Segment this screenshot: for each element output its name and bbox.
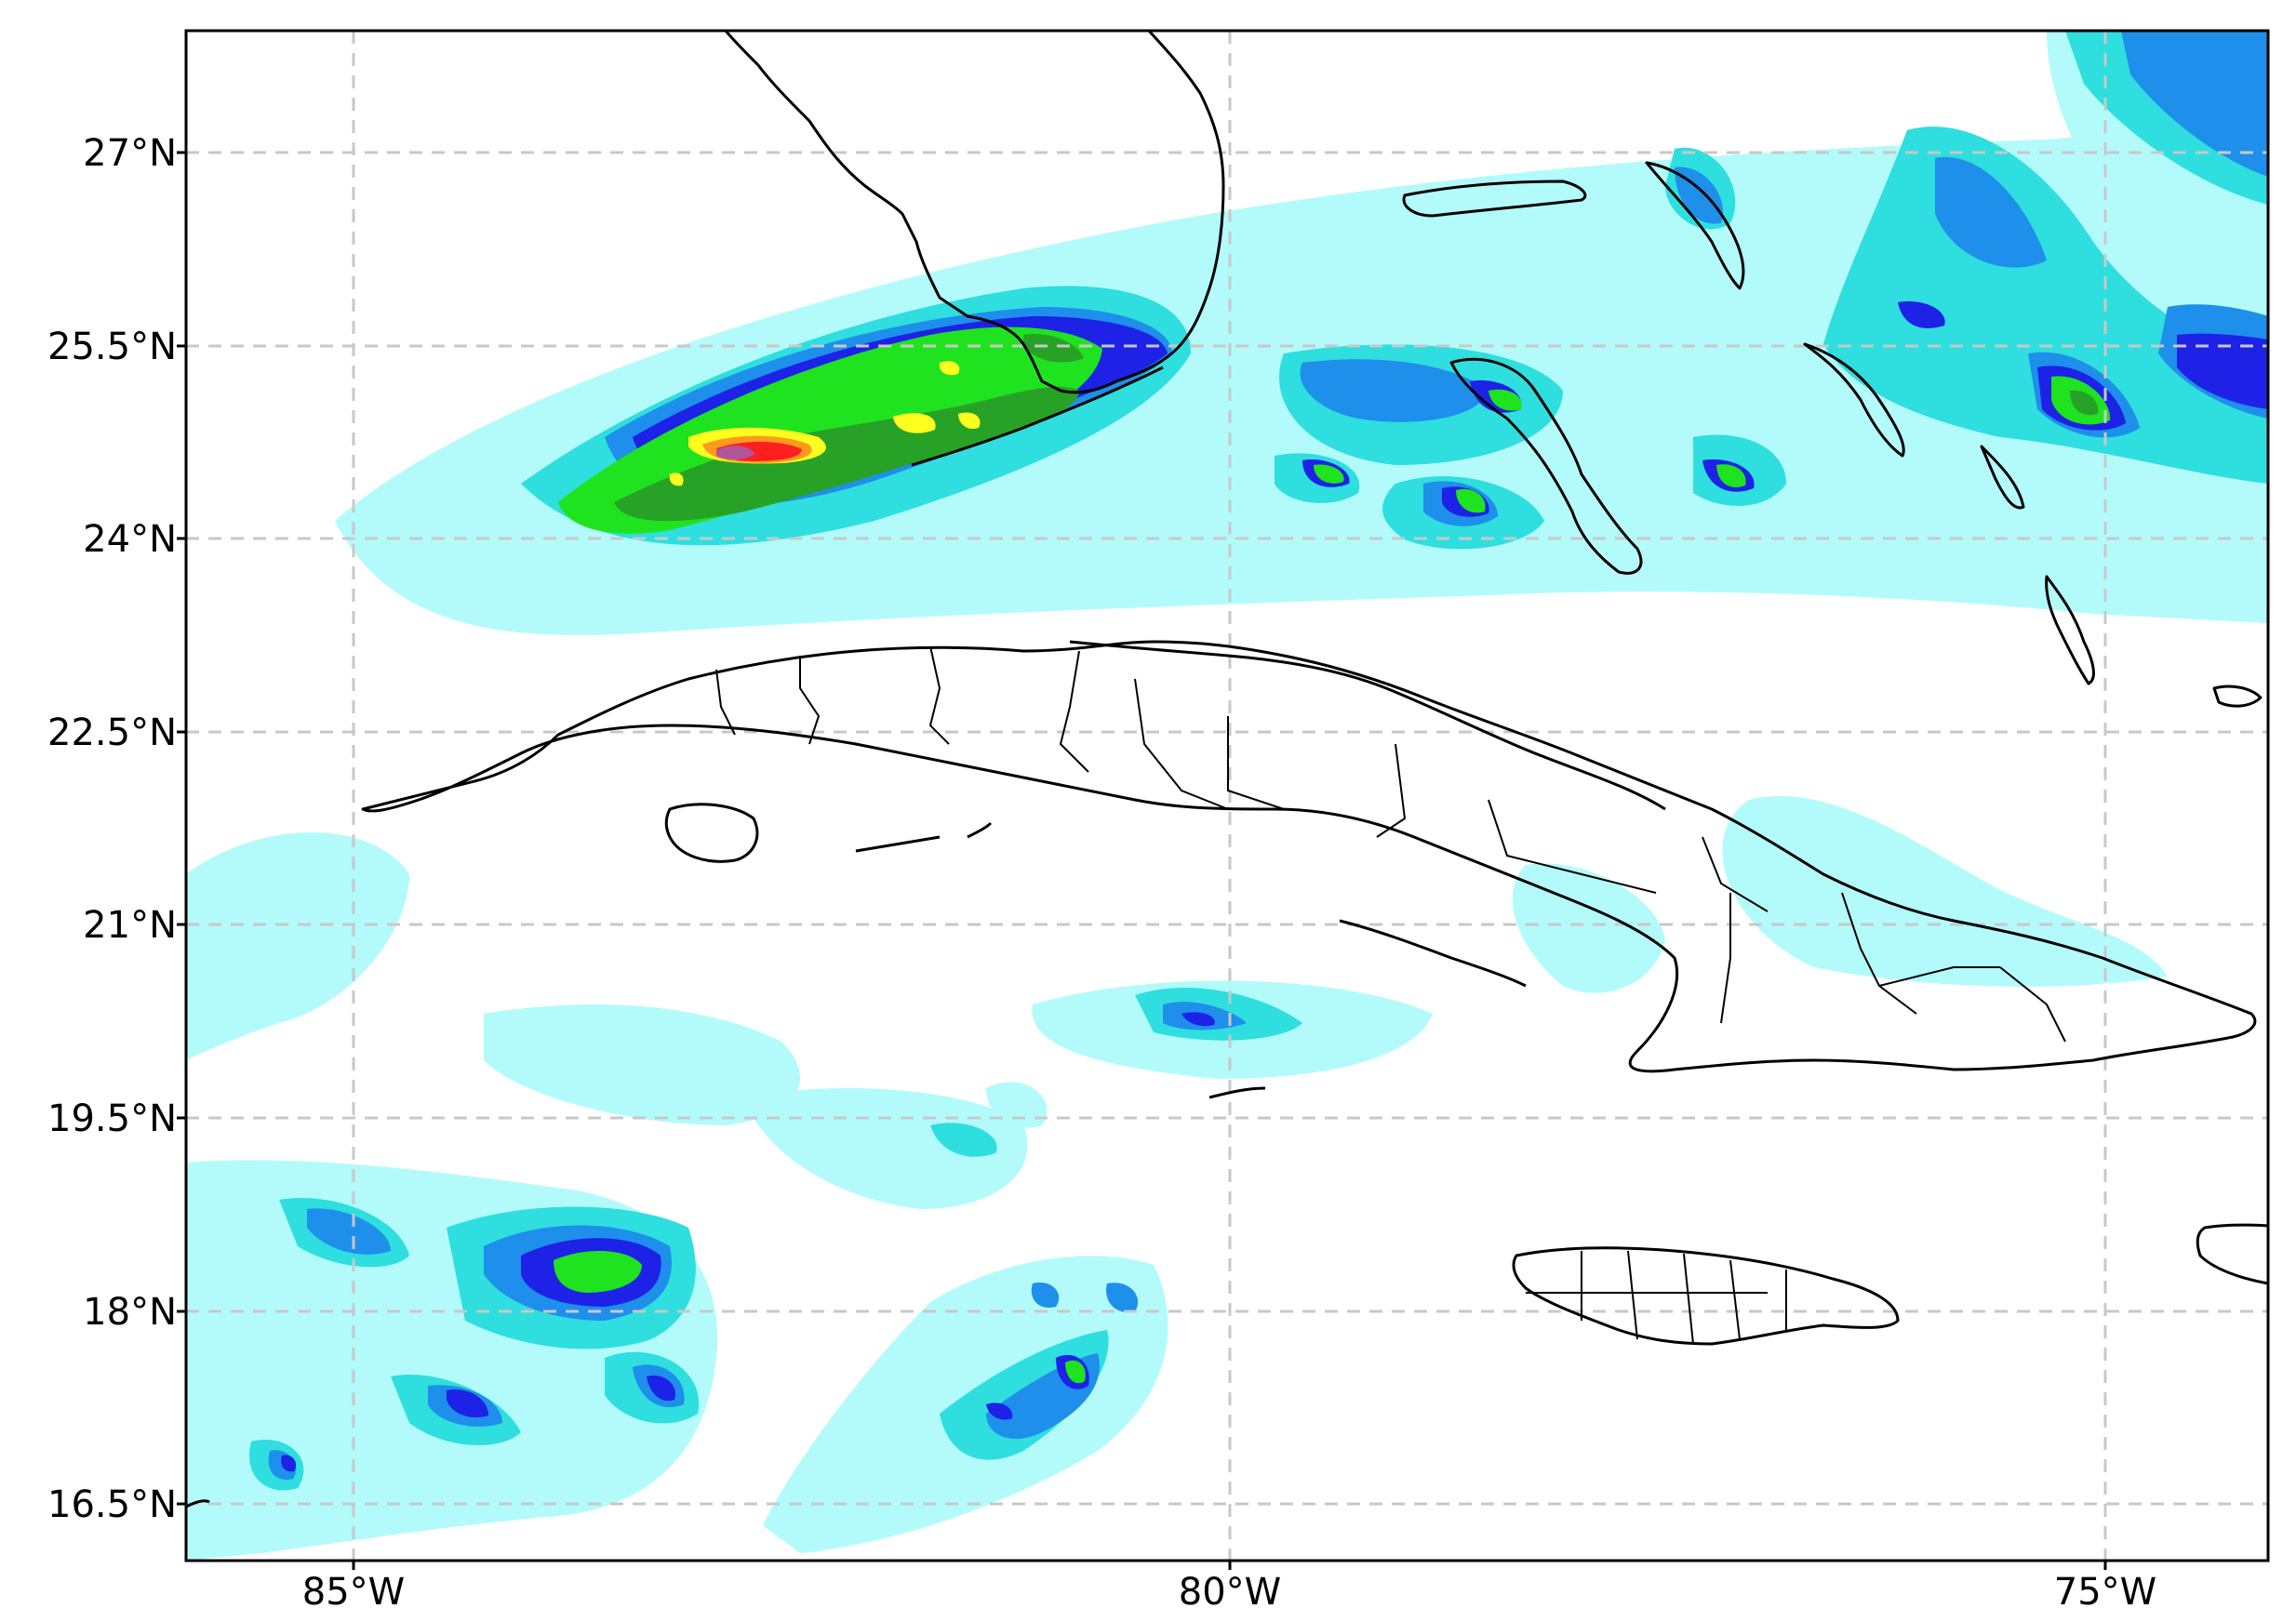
- florida-coast: [724, 31, 1225, 394]
- andros-island: [1449, 357, 1643, 575]
- longitude-axis: 85°W 80°W 75°W: [302, 1561, 2156, 1614]
- isle-of-youth: [664, 803, 759, 863]
- florida-keys: [911, 366, 1164, 467]
- grand-bahama: [1402, 179, 1587, 218]
- coastlines: [186, 31, 2268, 1509]
- cat-island: [1980, 445, 2025, 510]
- eleuthera: [1803, 342, 1905, 458]
- lat-tick-label: 24°N: [83, 518, 177, 561]
- lon-tick-label: 80°W: [1179, 1571, 1281, 1614]
- lat-tick-label: 21°N: [83, 904, 177, 947]
- cuba-coast: [361, 640, 2257, 1073]
- latitude-axis: 27°N 25.5°N 24°N 22.5°N 21°N 19.5°N 18°N…: [47, 132, 186, 1526]
- lat-tick-label: 22.5°N: [47, 711, 177, 754]
- plot-frame: [184, 29, 2270, 1562]
- long-island-bahamas: [2045, 575, 2095, 685]
- precip-level10-fields: [716, 445, 755, 460]
- cayman-cays: [1208, 1086, 1266, 1099]
- abaco-island: [1645, 161, 1745, 290]
- lon-tick-label: 85°W: [302, 1571, 405, 1614]
- jamaica-coast: [1512, 1246, 1900, 1346]
- great-inagua: [2212, 685, 2263, 708]
- lat-tick-label: 27°N: [83, 132, 177, 175]
- cays-south-cuba: [1339, 919, 1527, 988]
- lat-tick-label: 16.5°N: [47, 1483, 177, 1526]
- lon-tick-label: 75°W: [2054, 1571, 2156, 1614]
- jardines-cays: [855, 821, 993, 853]
- lat-tick-label: 19.5°N: [47, 1097, 177, 1140]
- cancun-edge: [186, 1499, 210, 1509]
- lat-tick-label: 18°N: [83, 1291, 177, 1334]
- lat-tick-label: 25.5°N: [47, 326, 177, 368]
- cays-north-cuba: [1069, 640, 1666, 811]
- cuba-province-borders: [715, 645, 2066, 1043]
- hispaniola-coast: [2196, 1223, 2268, 1285]
- jamaica-parish-borders: [1526, 1250, 1787, 1345]
- map-plot-area: [186, 31, 2268, 1561]
- graticule: [186, 31, 2268, 1561]
